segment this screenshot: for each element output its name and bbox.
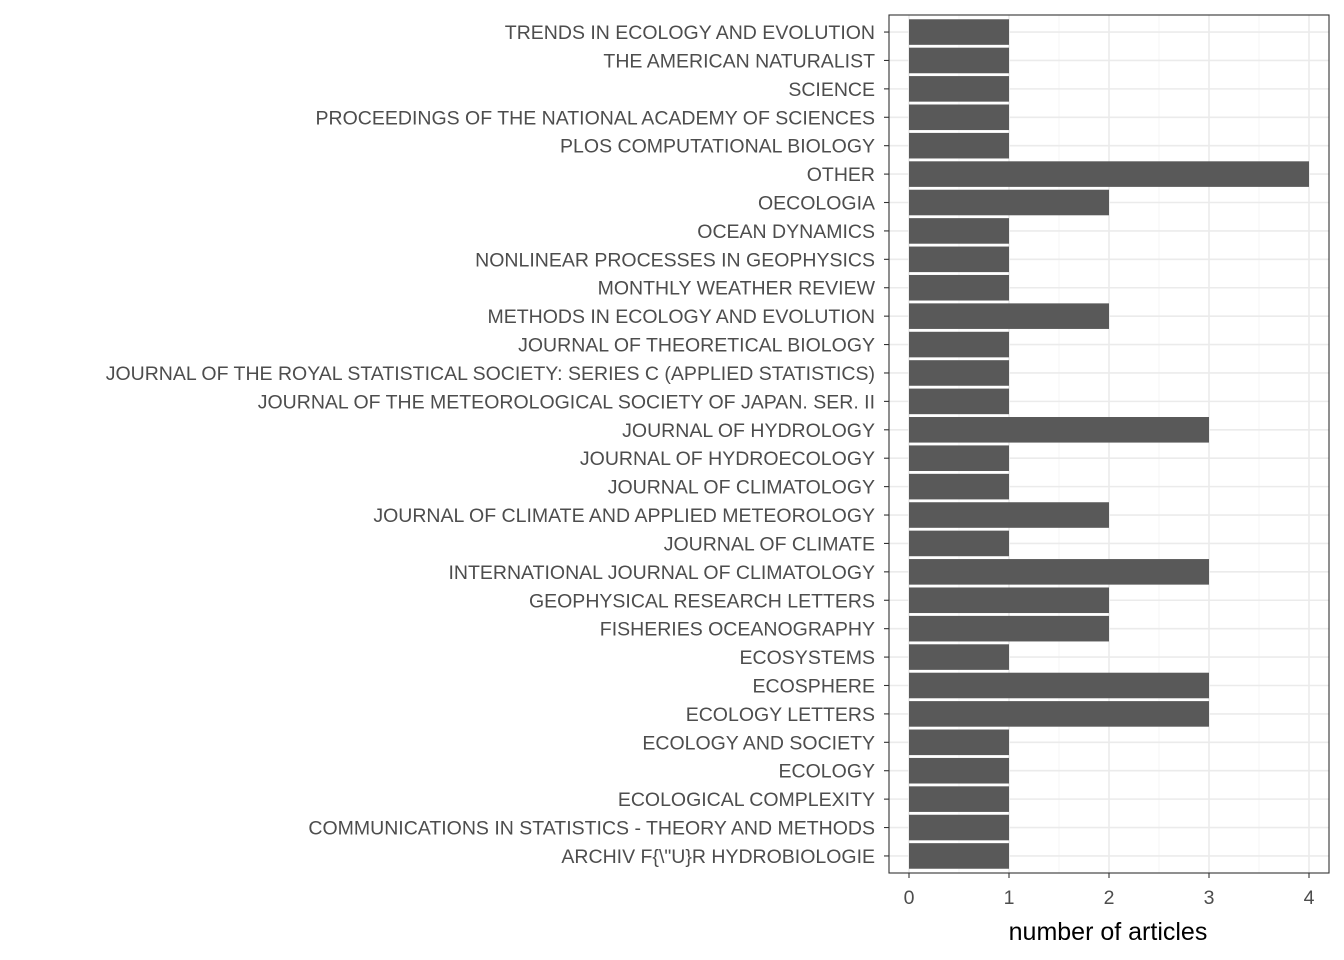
category-label: PROCEEDINGS OF THE NATIONAL ACADEMY OF S… xyxy=(316,107,875,129)
bar xyxy=(909,274,1009,301)
category-label: JOURNAL OF THE ROYAL STATISTICAL SOCIETY… xyxy=(106,363,875,385)
category-label: MONTHLY WEATHER REVIEW xyxy=(598,278,876,300)
bar xyxy=(909,559,1209,585)
x-tick-label: 0 xyxy=(904,887,915,909)
category-label: ECOLOGY AND SOCIETY xyxy=(642,732,875,754)
category-label: JOURNAL OF HYDROECOLOGY xyxy=(580,448,875,470)
category-label: JOURNAL OF HYDROLOGY xyxy=(622,420,875,442)
bar xyxy=(909,473,1009,500)
bar xyxy=(909,843,1009,869)
bar xyxy=(909,672,1209,699)
category-label: ECOSPHERE xyxy=(753,675,875,697)
category-label: TRENDS IN ECOLOGY AND EVOLUTION xyxy=(505,22,875,44)
bar xyxy=(909,161,1309,187)
category-label: JOURNAL OF CLIMATE AND APPLIED METEOROLO… xyxy=(373,505,875,527)
bar xyxy=(909,331,1009,358)
category-labels: ARCHIV F{\"U}R HYDROBIOLOGIE COMMUNICATIO… xyxy=(106,22,876,868)
bar xyxy=(909,303,1109,329)
category-label: OECOLOGIA xyxy=(758,193,875,215)
bar xyxy=(909,76,1009,102)
category-label: JOURNAL OF CLIMATE xyxy=(664,533,875,555)
bar xyxy=(909,502,1109,528)
x-tick-labels: 0 1 2 3 4 xyxy=(904,887,1315,909)
category-label: PLOS COMPUTATIONAL BIOLOGY xyxy=(560,136,875,158)
bar xyxy=(909,246,1009,273)
category-label: ECOLOGY LETTERS xyxy=(686,704,875,726)
bar xyxy=(909,814,1009,841)
bar xyxy=(909,132,1009,159)
x-tick-label: 3 xyxy=(1204,887,1215,909)
category-label: SCIENCE xyxy=(788,79,875,101)
category-label: ECOLOGICAL COMPLEXITY xyxy=(618,789,875,811)
bar xyxy=(909,644,1009,670)
category-label: ARCHIV F{\"U}R HYDROBIOLOGIE xyxy=(561,846,875,868)
category-label: FISHERIES OCEANOGRAPHY xyxy=(600,619,875,641)
bar xyxy=(909,445,1009,471)
category-label: NONLINEAR PROCESSES IN GEOPHYSICS xyxy=(475,249,875,271)
category-label: ECOSYSTEMS xyxy=(740,647,875,669)
bar xyxy=(909,417,1209,443)
category-label: GEOPHYSICAL RESEARCH LETTERS xyxy=(529,590,875,612)
x-tick-label: 2 xyxy=(1104,887,1115,909)
x-tick-marks xyxy=(908,873,1310,878)
bar xyxy=(909,701,1209,727)
bar xyxy=(909,615,1109,642)
bar xyxy=(909,47,1009,74)
x-tick-label: 1 xyxy=(1004,887,1015,909)
category-label: OCEAN DYNAMICS xyxy=(697,221,875,243)
category-label: JOURNAL OF THEORETICAL BIOLOGY xyxy=(518,335,875,357)
bar xyxy=(909,360,1009,386)
category-label: COMMUNICATIONS IN STATISTICS - THEORY AN… xyxy=(308,818,875,840)
bar xyxy=(909,104,1009,131)
category-label: INTERNATIONAL JOURNAL OF CLIMATOLOGY xyxy=(448,562,875,584)
bars xyxy=(909,19,1309,869)
category-label: JOURNAL OF CLIMATOLOGY xyxy=(608,477,875,499)
category-label: METHODS IN ECOLOGY AND EVOLUTION xyxy=(487,306,875,328)
category-label: THE AMERICAN NATURALIST xyxy=(603,50,875,72)
bar xyxy=(909,19,1009,45)
category-label: ECOLOGY xyxy=(779,761,875,783)
bar xyxy=(909,587,1109,614)
bar xyxy=(909,530,1009,557)
x-axis-title: number of articles xyxy=(1009,918,1208,946)
bar xyxy=(909,189,1109,216)
bar xyxy=(909,729,1009,756)
y-tick-marks xyxy=(884,31,889,857)
category-label: OTHER xyxy=(807,164,875,186)
x-tick-label: 4 xyxy=(1304,887,1315,909)
bar xyxy=(909,757,1009,784)
category-label: JOURNAL OF THE METEOROLOGICAL SOCIETY OF… xyxy=(258,391,875,413)
bar xyxy=(909,218,1009,244)
bar xyxy=(909,388,1009,415)
bar xyxy=(909,786,1009,812)
